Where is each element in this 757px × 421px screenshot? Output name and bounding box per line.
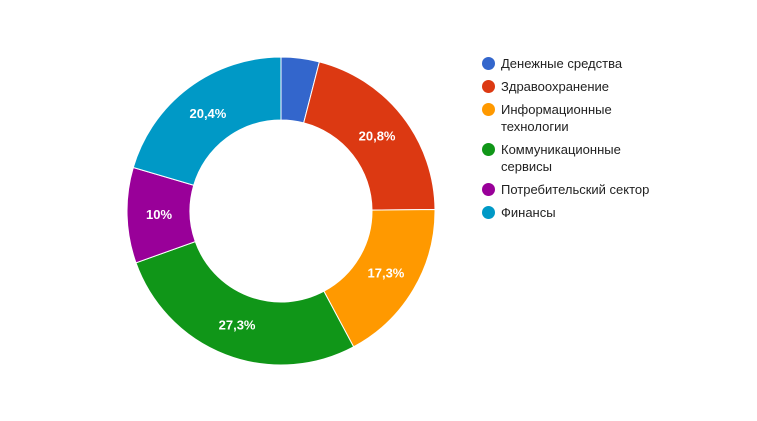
slice-value-label: 17,3% [368,266,405,281]
legend-label: Информационные [501,102,612,117]
slice-value-label: 20,8% [359,128,396,143]
slice-labels: 20,8% 17,3% 27,3% 10% 20,4% [146,106,405,333]
slice-здравоохранение[interactable] [303,61,436,211]
legend-item[interactable]: Информационные технологии [482,101,682,135]
legend-swatch [482,143,495,156]
legend-swatch [482,103,495,116]
slice-финансы[interactable] [132,56,282,186]
legend-item[interactable]: Потребительский сектор [482,181,682,198]
slice-value-label: 27,3% [219,317,256,332]
legend-swatch [482,80,495,93]
legend-label: Финансы [501,205,556,220]
slices [126,56,436,366]
legend-swatch [482,57,495,70]
slice-value-label: 10% [146,207,172,222]
legend-swatch [482,206,495,219]
legend-swatch [482,183,495,196]
legend-label: сервисы [501,159,552,174]
legend-label: технологии [501,119,569,134]
slice-коммуникационные-сервисы[interactable] [135,240,355,366]
legend-item[interactable]: Коммуникационные сервисы [482,141,682,175]
legend-item[interactable]: Денежные средства [482,55,682,72]
legend-label: Потребительский сектор [501,182,650,197]
legend-item[interactable]: Здравоохранение [482,78,682,95]
legend-label: Здравоохранение [501,79,610,94]
chart-legend: Денежные средства Здравоохранение Информац… [482,55,682,221]
legend-item[interactable]: Финансы [482,204,682,221]
slice-value-label: 20,4% [189,106,226,121]
legend-label: Денежные средства [501,56,623,71]
legend-label: Коммуникационные [501,142,621,157]
